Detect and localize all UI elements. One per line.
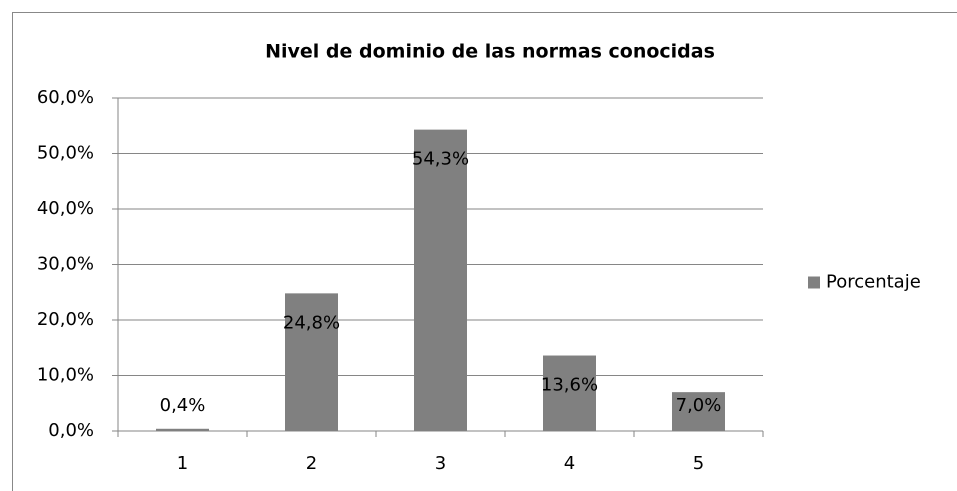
y-tick-label: 50,0% [37,143,94,164]
y-tick-label: 20,0% [37,309,94,330]
bar [672,392,725,431]
chart-border [12,12,957,491]
legend-swatch [808,276,820,289]
y-tick-label: 60,0% [37,87,94,108]
bar [543,355,596,431]
bar [414,129,467,431]
y-tick-label: 40,0% [37,198,94,219]
x-tick-label: 5 [693,453,704,474]
bar [156,428,209,431]
x-tick-label: 3 [435,453,446,474]
x-tick-label: 4 [564,453,575,474]
y-tick-label: 10,0% [37,365,94,386]
data-label: 24,8% [283,312,340,333]
data-label: 54,3% [412,149,469,170]
legend-label: Porcentaje [826,272,921,293]
x-tick-label: 1 [177,453,188,474]
y-tick-label: 0,0% [48,420,94,441]
chart-title: Nivel de dominio de las normas conocidas [265,41,715,63]
bar [285,293,338,431]
data-label: 0,4% [160,395,206,416]
data-label: 7,0% [676,395,722,416]
data-label: 13,6% [541,375,598,396]
y-tick-label: 30,0% [37,254,94,275]
x-tick-label: 2 [306,453,317,474]
